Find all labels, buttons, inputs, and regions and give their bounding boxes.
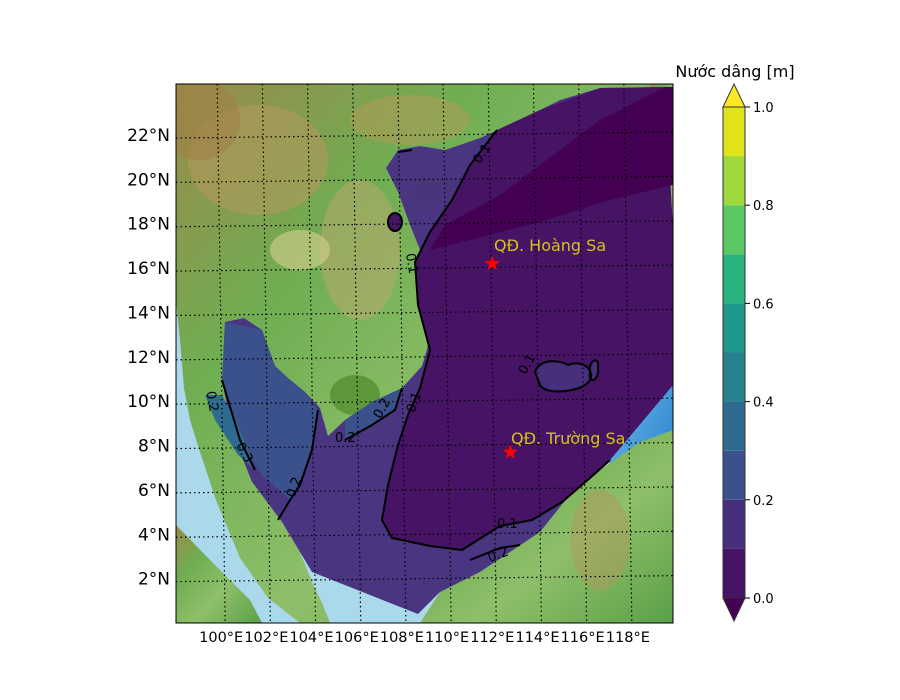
lon-tick-label: 114°E (515, 630, 559, 646)
lon-tick-label: 118°E (606, 630, 650, 646)
colorbar-bin (723, 254, 745, 304)
colorbar-title: Nước dâng [m] (675, 62, 794, 81)
surge-contours (221, 129, 611, 561)
map-frame (175, 83, 674, 624)
contour-label: 0.2 (202, 390, 220, 413)
colorbar-bin (723, 401, 745, 451)
colorbar-tick-label: 0.4 (753, 396, 774, 411)
lon-tick-label: 106°E (335, 630, 379, 646)
colorbar-tick-label: 0.0 (753, 592, 774, 607)
lon-tick-label: 102°E (244, 630, 288, 646)
lon-tick-label: 112°E (470, 630, 514, 646)
colorbar-bin (723, 548, 745, 598)
contour-0.1 (380, 129, 611, 552)
lon-tick-label: 110°E (425, 630, 469, 646)
lat-tick-label: 10°N (127, 392, 170, 412)
gridline-lat (176, 175, 673, 183)
sumatra (176, 525, 262, 623)
colorbar: Nước dâng [m] 0.0 0.2 0.4 0.6 0.8 1.0 (675, 62, 795, 623)
contour-label: 0.1 (402, 252, 420, 275)
star-marker-icon (484, 255, 500, 271)
contour-0.2-west (277, 409, 319, 521)
lat-tick-label: 2°N (138, 570, 170, 590)
colorbar-extend-max (722, 82, 746, 108)
colorbar-tick-label: 0.6 (753, 297, 774, 312)
lat-tick-label: 16°N (127, 259, 170, 279)
gridline-lat (176, 397, 673, 405)
gridline-lat (176, 486, 673, 494)
longitude-tick-labels: 100°E 102°E 104°E 106°E 108°E 110°E 112°E 114°E… (199, 630, 650, 646)
lon-tick-label: 104°E (289, 630, 333, 646)
colorbar-bin (723, 156, 745, 206)
gridline-lat (176, 441, 673, 450)
colorbar-bin (723, 450, 745, 500)
contour-label: 0.1 (497, 517, 518, 532)
colorbar-extend-min (722, 597, 746, 623)
lon-tick-label: 108°E (380, 630, 424, 646)
gridline-lat (176, 353, 673, 361)
gridline-lat (176, 575, 673, 583)
contour-label: 0.2 (335, 431, 356, 446)
contour-label: 0.2 (284, 475, 305, 500)
colorbar-tick-label: 0.8 (753, 199, 774, 214)
lat-tick-label: 20°N (127, 170, 170, 190)
contour-label: 0.1 (404, 390, 425, 415)
gridline-lat (176, 264, 673, 272)
colorbar-bin (723, 499, 745, 549)
lat-tick-label: 8°N (138, 437, 170, 457)
lon-tick-label: 116°E (561, 630, 605, 646)
lat-tick-label: 4°N (138, 525, 170, 545)
gridline-lat (176, 308, 673, 317)
colorbar-tick-label: 0.2 (753, 494, 774, 509)
contour-0.1-tonkin-top (397, 149, 413, 153)
contour-0.2-mekong (344, 387, 403, 441)
lon-tick-label: 100°E (199, 630, 243, 646)
lat-tick-label: 14°N (127, 303, 170, 323)
lat-tick-label: 12°N (127, 348, 170, 368)
contour-0.3 (221, 379, 256, 471)
colorbar-bin (723, 303, 745, 353)
places: QĐ. Hoàng Sa QĐ. Trường Sa (484, 236, 625, 459)
colorbar-bin (723, 352, 745, 402)
colorbar-bin (723, 107, 745, 157)
gridline-lat (176, 131, 673, 139)
gridline-lat (176, 220, 673, 228)
lat-tick-label: 22°N (127, 126, 170, 146)
latitude-tick-labels: 22°N 20°N 18°N 16°N 14°N 12°N 10°N 8°N 6°N 4°N 2°N (127, 126, 170, 590)
contour-0.1-loop-tonkin (387, 212, 403, 232)
star-marker-icon (502, 444, 518, 459)
gridlines (176, 84, 673, 623)
lat-tick-label: 6°N (138, 481, 170, 501)
contour-0.2-south (469, 544, 521, 561)
gridline-lat (176, 530, 673, 538)
map-axes: 0.1 0.1 0.1 0.1 0.1 0.2 0.2 0.2 0.2 0.3 … (176, 84, 673, 623)
place-label-hoang-sa: QĐ. Hoàng Sa (494, 236, 606, 255)
contour-0.1-loop-small (588, 359, 600, 382)
place-label-truong-sa: QĐ. Trường Sa (511, 429, 625, 448)
colorbar-tick-label: 1.0 (753, 101, 774, 116)
colorbar-frame (722, 106, 746, 599)
colorbar-bin (723, 205, 745, 255)
lat-tick-label: 18°N (127, 215, 170, 235)
contour-label: 0.2 (486, 545, 511, 566)
